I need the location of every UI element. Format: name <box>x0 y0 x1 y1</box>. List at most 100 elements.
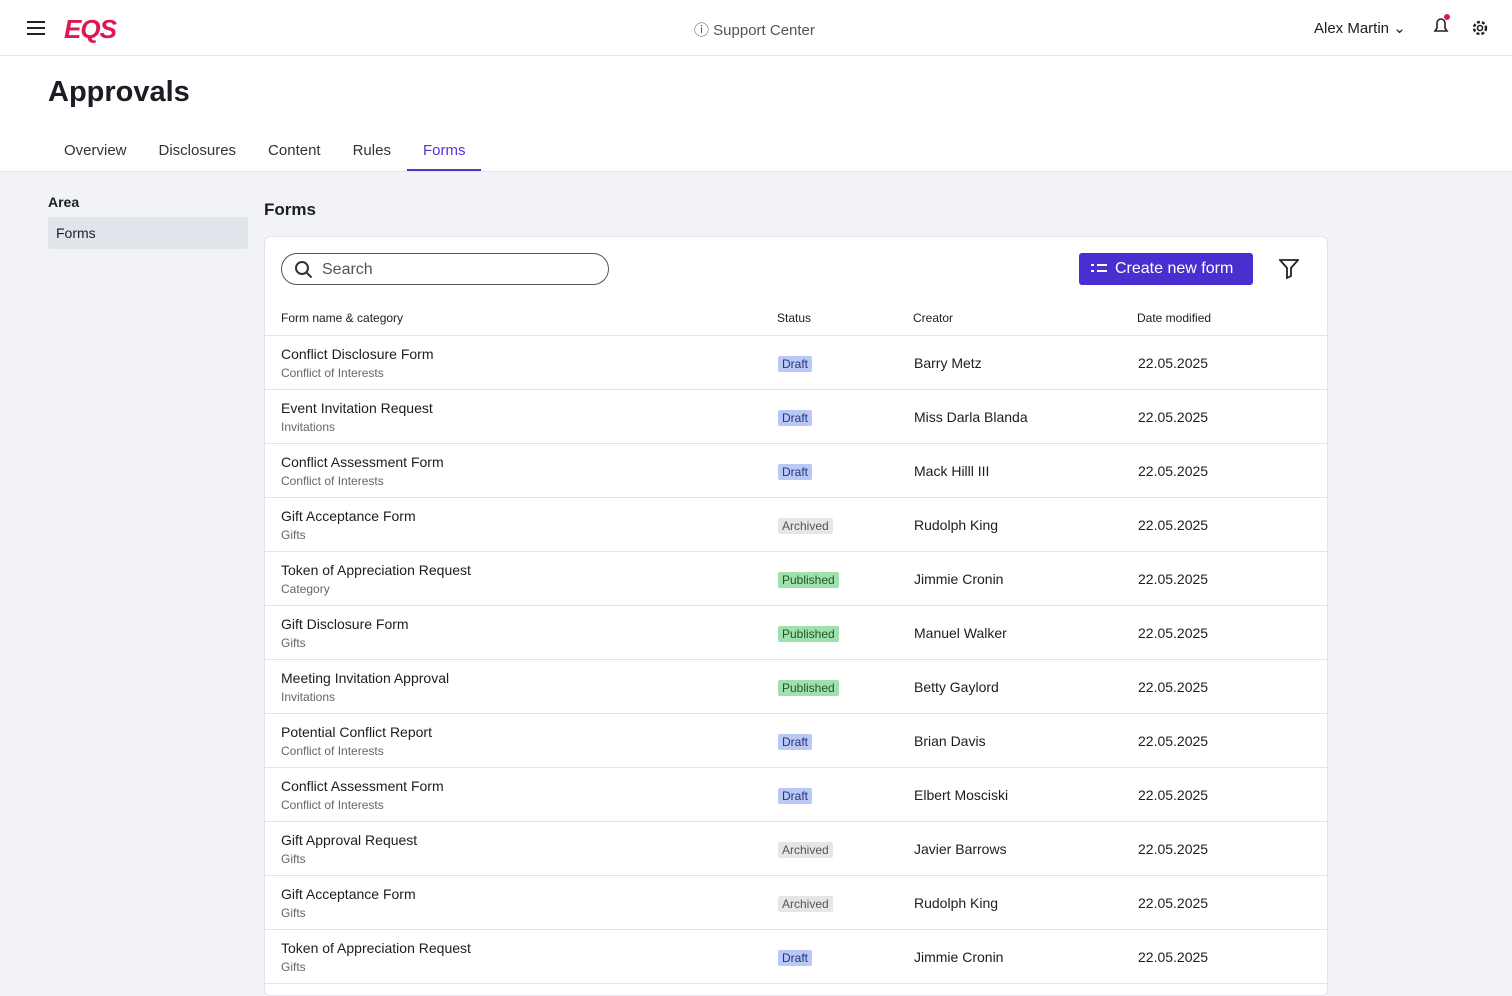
creator: Jimmie Cronin <box>913 929 1137 984</box>
date-modified: 22.05.2025 <box>1137 767 1327 822</box>
form-category: Gifts <box>281 905 306 920</box>
table-row[interactable]: Gift Disclosure Form Gifts Published Manuel… <box>265 605 1327 660</box>
form-name: Conflict Disclosure Form <box>281 345 434 362</box>
form-name: Gift Disclosure Form <box>281 615 409 632</box>
date-modified: 22.05.2025 <box>1137 605 1327 660</box>
status-cell: Archived <box>777 821 913 876</box>
name-cell: Gift Disclosure Form Gifts <box>265 605 777 660</box>
table-row[interactable]: Token of Appreciation Request Category Pub… <box>265 551 1327 606</box>
support-text: Support Center <box>713 22 815 39</box>
status-badge: Draft <box>778 949 813 966</box>
creator: Miss Darla Blanda <box>913 389 1137 444</box>
creator: Betty Gaylord <box>913 659 1137 714</box>
creator: Javier Barrows <box>913 821 1137 876</box>
notifications[interactable] <box>1432 14 1452 38</box>
status-cell: Archived <box>777 497 913 552</box>
name-cell: Gift Acceptance Form Gifts <box>265 875 777 930</box>
name-cell: Conflict Assessment Form Conflict of Inte… <box>265 443 777 498</box>
date-modified: 22.05.2025 <box>1137 497 1327 552</box>
table-row[interactable]: Meeting Invitation Approval Invitations Pu… <box>265 659 1327 714</box>
table-row[interactable]: Gift Acceptance Form Gifts Archived Rudolph… <box>265 875 1327 930</box>
form-name: Conflict Assessment Form <box>281 777 444 794</box>
status-cell: Draft <box>777 335 913 390</box>
date-modified: 22.05.2025 <box>1137 443 1327 498</box>
creator: Manuel Walker <box>913 605 1137 660</box>
status-badge: Archived <box>778 841 833 858</box>
table-row[interactable]: Token of Appreciation Request Gifts Draft J… <box>265 929 1327 984</box>
name-cell: Token of Appreciation Request Category <box>265 551 777 606</box>
form-name: Meeting Invitation Approval <box>281 669 450 686</box>
search[interactable]: Search <box>281 253 609 285</box>
form-name: Token of Appreciation Request <box>281 561 471 578</box>
form-category: Conflict of Interests <box>281 365 384 380</box>
create-button-text: Create new form <box>1115 260 1234 277</box>
page-header: Approvals Overview Disclosures Content Rule… <box>0 56 1512 172</box>
form-category: Gifts <box>281 851 306 866</box>
form-name: Token of Appreciation Request <box>281 939 471 956</box>
logo[interactable]: EQS <box>64 14 117 44</box>
form-category: Invitations <box>281 689 336 704</box>
tab[interactable]: Rules <box>352 142 391 159</box>
table-row[interactable]: Gift Acceptance Form Gifts Archived Rudolph… <box>265 497 1327 552</box>
user-name: Alex Martin <box>1314 20 1390 37</box>
status-badge: Published <box>778 571 839 588</box>
date-modified: 22.05.2025 <box>1137 875 1327 930</box>
form-name: Event Invitation Request <box>281 399 433 416</box>
status-cell: Draft <box>777 713 913 768</box>
form-category: Invitations <box>281 419 336 434</box>
user-menu[interactable]: Alex Martin ⌄ <box>1314 20 1406 37</box>
status-badge: Archived <box>778 895 833 912</box>
status-cell: Draft <box>777 929 913 984</box>
column-header: Creator <box>913 307 1137 336</box>
status-cell: Draft <box>777 767 913 822</box>
form-category: Conflict of Interests <box>281 473 384 488</box>
form-name: Gift Approval Request <box>281 831 418 848</box>
date-modified: 22.05.2025 <box>1137 335 1327 390</box>
create-button[interactable]: Create new form <box>1079 253 1253 285</box>
search-placeholder: Search <box>322 261 373 278</box>
creator: Mack Hilll III <box>913 443 1137 498</box>
tab[interactable]: Disclosures <box>158 142 237 159</box>
status-badge: Draft <box>778 787 813 804</box>
menu[interactable] <box>26 19 46 37</box>
form-category: Gifts <box>281 527 306 542</box>
form-category: Gifts <box>281 959 306 974</box>
form-category: Gifts <box>281 635 306 650</box>
sidebar: Area Forms <box>48 194 248 249</box>
sidebar-item[interactable]: Forms <box>48 217 248 249</box>
form-name: Conflict Assessment Form <box>281 453 444 470</box>
table-row[interactable]: Potential Conflict Report Conflict of Int… <box>265 713 1327 768</box>
name-cell: Meeting Invitation Approval Invitations <box>265 659 777 714</box>
table-row[interactable]: Conflict Assessment Form Conflict of Inte… <box>265 767 1327 822</box>
tab[interactable]: Content <box>268 142 321 159</box>
name-cell: Event Invitation Request Invitations <box>265 389 777 444</box>
top-bar: EQS ⓘ Support Center Alex Martin ⌄ <box>0 0 1512 56</box>
table-row[interactable]: Event Invitation Request Invitations Draft… <box>265 389 1327 444</box>
status-cell: Draft <box>777 389 913 444</box>
table-row[interactable]: Conflict Assessment Form Conflict of Inte… <box>265 443 1327 498</box>
date-modified: 22.05.2025 <box>1137 389 1327 444</box>
table-row[interactable]: Conflict Disclosure Form Conflict of Inte… <box>265 335 1327 390</box>
settings[interactable] <box>1471 19 1489 37</box>
date-modified: 22.05.2025 <box>1137 659 1327 714</box>
support-link[interactable]: ⓘ Support Center <box>694 22 815 39</box>
filter[interactable] <box>1279 259 1299 279</box>
name-cell: Token of Appreciation Request Gifts <box>265 929 777 984</box>
page-title: Approvals <box>48 76 190 108</box>
status-badge: Archived <box>778 517 833 534</box>
status-cell: Archived <box>777 875 913 930</box>
status-badge: Draft <box>778 733 813 750</box>
tab[interactable]: Forms <box>406 142 482 171</box>
form-category: Conflict of Interests <box>281 743 384 758</box>
creator: Jimmie Cronin <box>913 551 1137 606</box>
forms-table: Form name & category Status Creator Date mo… <box>265 307 1327 984</box>
table-row[interactable]: Gift Approval Request Gifts Archived Javier… <box>265 821 1327 876</box>
sidebar-heading: Area <box>48 194 80 210</box>
status-badge: Draft <box>778 355 813 372</box>
name-cell: Gift Acceptance Form Gifts <box>265 497 777 552</box>
status-badge: Draft <box>778 409 813 426</box>
status-badge: Published <box>778 679 839 696</box>
tab[interactable]: Overview <box>64 142 127 159</box>
form-name: Potential Conflict Report <box>281 723 432 740</box>
